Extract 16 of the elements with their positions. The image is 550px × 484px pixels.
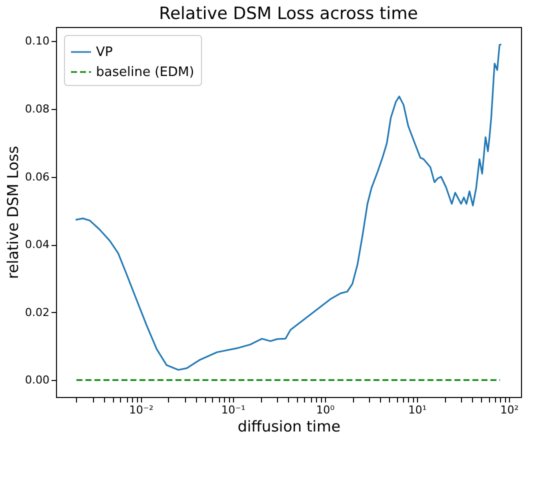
y-tick-label: 0.08 [25, 102, 50, 116]
y-tick-label: 0.00 [25, 374, 50, 387]
x-tick-label: 10¹ [408, 404, 427, 416]
x-tick-label: 10² [500, 404, 519, 416]
y-tick-label: 0.02 [25, 306, 50, 319]
x-tick-label: 10⁻¹ [221, 404, 246, 416]
legend-label: baseline (EDM) [96, 65, 194, 80]
y-axis-title: relative DSM Loss [4, 146, 22, 280]
y-tick-label: 0.06 [25, 170, 50, 184]
y-tick-label: 0.10 [25, 34, 50, 48]
x-axis-title: diffusion time [238, 418, 340, 436]
x-tick-label: 10⁰ [316, 404, 336, 416]
y-tick-label: 0.04 [25, 238, 50, 252]
legend-label: VP [96, 45, 113, 60]
chart-title: Relative DSM Loss across time [159, 4, 418, 24]
x-tick-label: 10⁻² [129, 404, 154, 416]
